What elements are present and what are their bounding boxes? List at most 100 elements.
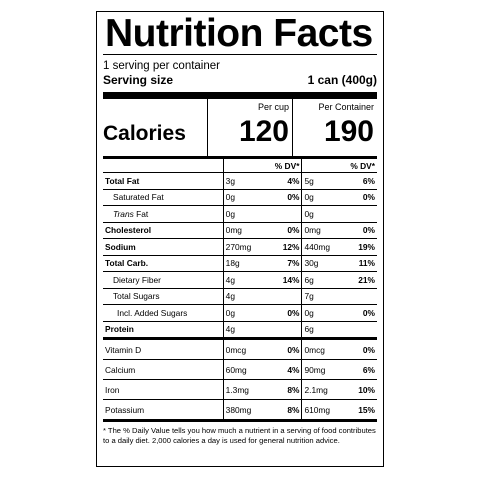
dv-per-cup: 0% (269, 304, 302, 321)
amount-per-container: 6g (301, 271, 349, 288)
amount-per-container: 0mcg (301, 337, 349, 360)
dv-per-container: 0% (348, 221, 377, 239)
footnote-divider (103, 419, 377, 422)
vitamin-name: Iron (103, 379, 224, 400)
vitamin-name: Vitamin D (103, 337, 224, 360)
calories-block: Calories Per cup 120 Per Container 190 (103, 99, 377, 156)
nutrient-name-rest: Fat (133, 208, 149, 219)
amount-per-cup: 0g (222, 304, 270, 321)
amount-per-cup: 3g (222, 172, 270, 189)
amount-per-cup: 18g (222, 254, 270, 272)
nutrient-row: Total Sugars 4g 7g (103, 287, 377, 305)
dv-per-cup: 4% (269, 359, 302, 380)
nutrient-row: Protein 4g 6g (103, 320, 377, 339)
amount-per-cup: 380mg (222, 399, 270, 419)
dv-header-cup: % DV* (274, 160, 300, 171)
dv-per-cup: 0% (269, 337, 302, 360)
calories-label: Calories (103, 122, 186, 145)
dv-per-cup: 7% (269, 254, 302, 272)
nutrient-row: Cholesterol 0mg 0% 0mg 0% (103, 221, 377, 239)
dv-per-container: 0% (348, 188, 377, 206)
thick-divider (103, 92, 377, 99)
dv-per-container: 6% (348, 172, 377, 189)
nutrient-name: Saturated Fat (103, 188, 224, 206)
nutrient-row: Saturated Fat 0g 0% 0g 0% (103, 188, 377, 206)
nutrient-table: % DV* % DV* Total Fat 3g 4% 5g 6% Satura… (103, 159, 377, 419)
amount-per-cup: 270mg (222, 238, 270, 255)
dv-per-cup: 12% (269, 238, 302, 255)
calories-per-cup-value: 120 (238, 115, 289, 148)
vitamin-row: Calcium 60mg 4% 90mg 6% (103, 359, 377, 380)
amount-per-cup: 0mcg (222, 337, 270, 360)
nutrient-name: Total Sugars (103, 287, 224, 305)
nutrient-name-italic: Trans (113, 208, 134, 219)
amount-per-cup: 4g (222, 287, 270, 305)
nutrition-facts-label: Nutrition Facts 1 serving per container … (96, 11, 384, 467)
amount-per-container: 0g (301, 304, 349, 321)
dv-per-cup: 8% (269, 379, 302, 400)
amount-per-cup: 1.3mg (222, 379, 270, 400)
dv-per-cup: 0% (269, 188, 302, 206)
nutrient-name: Total Fat (103, 172, 224, 189)
per-container-header: Per Container (318, 102, 374, 112)
vitamin-name: Calcium (103, 359, 224, 380)
dv-per-container (348, 320, 377, 339)
dv-per-container: 0% (348, 337, 377, 360)
nutrient-row: Trans Fat 0g 0g (103, 205, 377, 222)
vitamin-row: Vitamin D 0mcg 0% 0mcg 0% (103, 337, 377, 360)
serving-size-label: Serving size (103, 73, 174, 87)
nutrient-row: Total Carb. 18g 7% 30g 11% (103, 254, 377, 272)
vitamin-row: Iron 1.3mg 8% 2.1mg 10% (103, 379, 377, 400)
amount-per-container: 7g (301, 287, 349, 305)
dv-per-container (348, 287, 377, 305)
calories-divider (103, 156, 377, 159)
dv-per-container: 11% (348, 254, 377, 272)
dv-per-cup (269, 287, 302, 305)
vitamin-row: Potassium 380mg 8% 610mg 15% (103, 399, 377, 419)
dv-per-container: 21% (348, 271, 377, 288)
dv-header-row: % DV* % DV* (103, 159, 377, 173)
nutrient-row: Sodium 270mg 12% 440mg 19% (103, 238, 377, 255)
dv-per-cup: 4% (269, 172, 302, 189)
nutrient-row: Incl. Added Sugars 0g 0% 0g 0% (103, 304, 377, 321)
amount-per-container: 610mg (301, 399, 349, 419)
nutrient-name: Sodium (103, 238, 224, 255)
dv-per-container: 0% (348, 304, 377, 321)
dv-per-container (348, 205, 377, 222)
dv-per-cup (269, 205, 302, 222)
per-cup-header: Per cup (257, 102, 289, 112)
nutrient-name: Dietary Fiber (103, 271, 224, 288)
dv-header-container: % DV* (350, 160, 375, 171)
amount-per-container: 0g (301, 188, 349, 206)
amount-per-container: 5g (301, 172, 349, 189)
serving-size-row: Serving size 1 can (400g) (103, 73, 377, 88)
nutrient-name: Trans Fat (103, 205, 224, 222)
dv-per-cup (269, 320, 302, 339)
amount-per-container: 6g (301, 320, 349, 339)
amount-per-cup: 60mg (222, 359, 270, 380)
dv-per-cup: 8% (269, 399, 302, 419)
nutrient-row: Total Fat 3g 4% 5g 6% (103, 172, 377, 189)
amount-per-container: 0mg (301, 221, 349, 239)
amount-per-container: 2.1mg (301, 379, 349, 400)
vitamin-name: Potassium (103, 399, 224, 419)
dv-per-cup: 14% (269, 271, 302, 288)
daily-value-footnote: * The % Daily Value tells you how much a… (103, 426, 376, 445)
amount-per-cup: 4g (222, 271, 270, 288)
amount-per-cup: 0g (222, 205, 270, 222)
label-title: Nutrition Facts (105, 12, 373, 55)
nutrient-row: Dietary Fiber 4g 14% 6g 21% (103, 271, 377, 288)
amount-per-container: 0g (301, 205, 349, 222)
amount-per-container: 90mg (301, 359, 349, 380)
dv-per-container: 19% (348, 238, 377, 255)
title-divider (103, 54, 377, 55)
calories-per-cup-column: Per cup 120 (207, 99, 292, 156)
amount-per-cup: 4g (222, 320, 270, 339)
nutrient-name: Protein (103, 320, 224, 339)
amount-per-container: 30g (301, 254, 349, 272)
amount-per-cup: 0mg (222, 221, 270, 239)
servings-per-container: 1 serving per container (103, 60, 220, 72)
dv-per-container: 10% (348, 379, 377, 400)
nutrient-name: Total Carb. (103, 254, 224, 272)
calories-per-container-column: Per Container 190 (292, 99, 377, 156)
